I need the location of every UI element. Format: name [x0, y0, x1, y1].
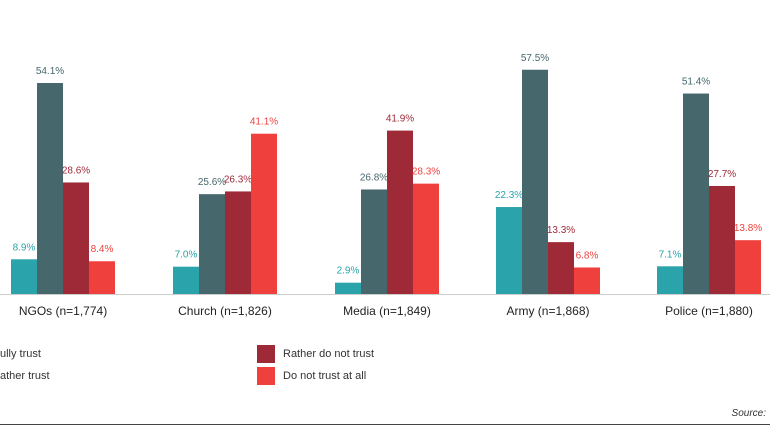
- x-tick-label: NGOs (n=1,774): [19, 304, 107, 318]
- bar: [225, 191, 251, 294]
- bar: [335, 282, 361, 294]
- data-label: 41.9%: [386, 114, 414, 125]
- bar: [683, 93, 709, 294]
- data-label: 8.4%: [91, 244, 114, 255]
- data-label: 28.6%: [62, 165, 90, 176]
- bar: [387, 130, 413, 294]
- x-tick-label: Church (n=1,826): [178, 304, 272, 318]
- data-label: 7.0%: [175, 250, 198, 261]
- data-label: 7.1%: [659, 249, 682, 260]
- legend-item-rather-do-not-trust: Rather do not trust: [257, 345, 374, 363]
- legend-swatch-rather-do-not-trust: [257, 345, 275, 363]
- legend-label-rather-trust: ather trust: [0, 370, 50, 382]
- data-label: 57.5%: [521, 53, 549, 64]
- legend-label-fully-trust: ully trust: [0, 348, 41, 360]
- bar: [548, 242, 574, 294]
- data-label: 26.8%: [360, 172, 388, 183]
- x-tick-label: Media (n=1,849): [343, 304, 431, 318]
- bar: [37, 83, 63, 294]
- bar: [11, 259, 37, 294]
- data-label: 51.4%: [682, 77, 710, 88]
- bar: [199, 194, 225, 294]
- bar: [709, 185, 735, 294]
- legend-item-fully-trust: ully trust: [0, 345, 41, 363]
- data-label: 41.1%: [250, 117, 278, 128]
- data-label: 8.9%: [13, 242, 36, 253]
- bar: [63, 182, 89, 294]
- legend-item-rather-trust: ather trust: [0, 367, 50, 385]
- bar: [173, 266, 199, 294]
- data-label: 26.3%: [224, 174, 252, 185]
- data-label: 27.7%: [708, 169, 736, 180]
- data-label: 22.3%: [495, 190, 523, 201]
- bar: [496, 207, 522, 294]
- bar: [89, 261, 115, 294]
- bar: [735, 240, 761, 294]
- data-label: 54.1%: [36, 66, 64, 77]
- bar: [574, 267, 600, 294]
- data-label: 2.9%: [337, 266, 360, 277]
- bar: [361, 189, 387, 294]
- x-tick-label: Police (n=1,880): [665, 304, 753, 318]
- bar: [413, 183, 439, 294]
- legend-item-do-not-trust-at-all: Do not trust at all: [257, 367, 366, 385]
- legend-swatch-do-not-trust-at-all: [257, 367, 275, 385]
- bar: [522, 69, 548, 294]
- bottom-rule: [0, 424, 770, 425]
- bar: [251, 133, 277, 294]
- data-label: 28.3%: [412, 167, 440, 178]
- data-label: 6.8%: [576, 250, 599, 261]
- source-label: Source:: [731, 408, 766, 419]
- bar: [657, 266, 683, 294]
- data-label: 13.3%: [547, 225, 575, 236]
- data-label: 25.6%: [198, 177, 226, 188]
- x-tick-label: Army (n=1,868): [506, 304, 589, 318]
- legend-label-rather-do-not-trust: Rather do not trust: [283, 348, 375, 360]
- legend-label-do-not-trust-at-all: Do not trust at all: [283, 370, 367, 382]
- data-label: 13.8%: [734, 223, 762, 234]
